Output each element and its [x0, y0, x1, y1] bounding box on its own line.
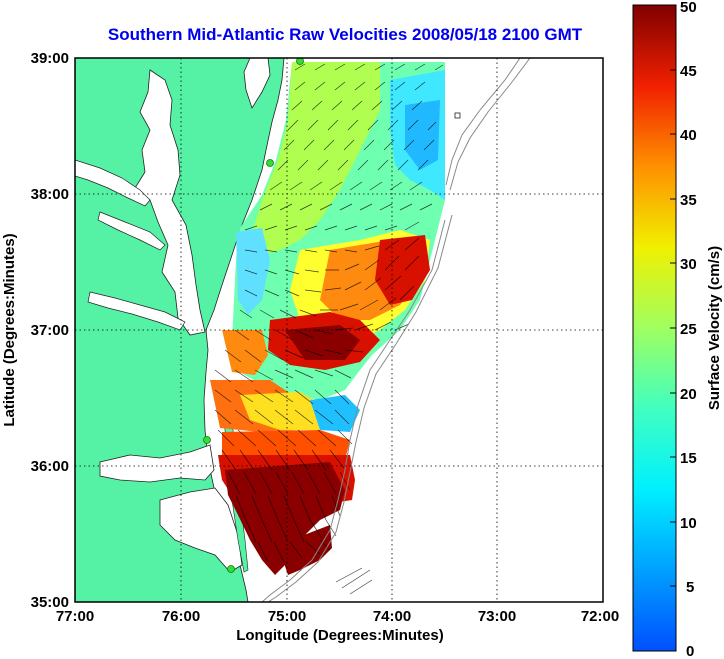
colorbar-tick-label: 30 — [680, 256, 697, 273]
y-tick-label: 37:00 — [31, 322, 69, 339]
albemarle-sound — [99, 444, 215, 483]
pamlico-sound — [159, 487, 243, 573]
x-tick-labels: 77:00 76:00 75:00 74:00 73:00 72:00 — [56, 608, 619, 625]
delaware-bay — [243, 58, 271, 109]
y-tick-label: 39:00 — [31, 50, 69, 67]
map-title: Southern Mid-Atlantic Raw Velocities 200… — [108, 25, 583, 44]
y-tick-labels: 39:00 38:00 37:00 36:00 35:00 — [31, 50, 69, 611]
colorbar-tick-label: 5 — [686, 579, 694, 596]
x-tick-label: 72:00 — [581, 608, 619, 625]
rappahannock-river — [97, 211, 166, 251]
depth-contours — [261, 58, 531, 602]
station-marker — [266, 159, 274, 167]
x-tick-label: 74:00 — [373, 608, 411, 625]
y-tick-label: 36:00 — [31, 458, 69, 475]
colorbar-label: Surface Velocity (cm/s) — [706, 246, 723, 410]
radar-stations — [203, 58, 304, 573]
colorbar-tick-label: 25 — [680, 321, 697, 338]
map-plot-area — [75, 58, 603, 602]
station-marker — [296, 58, 304, 65]
colorbar-tick-label: 35 — [680, 192, 697, 209]
velocity-field — [210, 62, 445, 575]
colorbar-tick-label: 15 — [680, 450, 697, 467]
station-marker — [227, 565, 235, 573]
x-axis-label: Longitude (Degrees:Minutes) — [236, 627, 444, 644]
x-tick-label: 76:00 — [162, 608, 200, 625]
x-tick-label: 77:00 — [56, 608, 94, 625]
colorbar-tick-label: 0 — [686, 643, 694, 659]
chesapeake-bay — [134, 69, 206, 336]
colorbar-ticks — [670, 4, 676, 652]
station-marker — [203, 436, 211, 444]
velocity-arrows — [214, 63, 444, 595]
map-grid — [75, 58, 603, 602]
colorbar-gradient — [632, 4, 677, 652]
colorbar-tick-label: 10 — [680, 515, 697, 532]
colorbar: 50 45 40 35 30 25 20 15 10 5 0 Surface V… — [632, 0, 723, 659]
y-tick-label: 38:00 — [31, 186, 69, 203]
colorbar-tick-label: 40 — [680, 127, 697, 144]
x-tick-label: 73:00 — [478, 608, 516, 625]
potomac-river — [75, 159, 151, 207]
buoy-marker — [454, 112, 461, 119]
colorbar-tick-label: 20 — [680, 386, 697, 403]
y-tick-label: 35:00 — [31, 594, 69, 611]
x-tick-label: 75:00 — [268, 608, 306, 625]
plot-frame — [74, 57, 604, 603]
colorbar-tick-label: 50 — [680, 0, 697, 16]
y-axis-label: Latitude (Degrees:Minutes) — [1, 233, 18, 426]
colorbar-tick-label: 45 — [680, 63, 697, 80]
